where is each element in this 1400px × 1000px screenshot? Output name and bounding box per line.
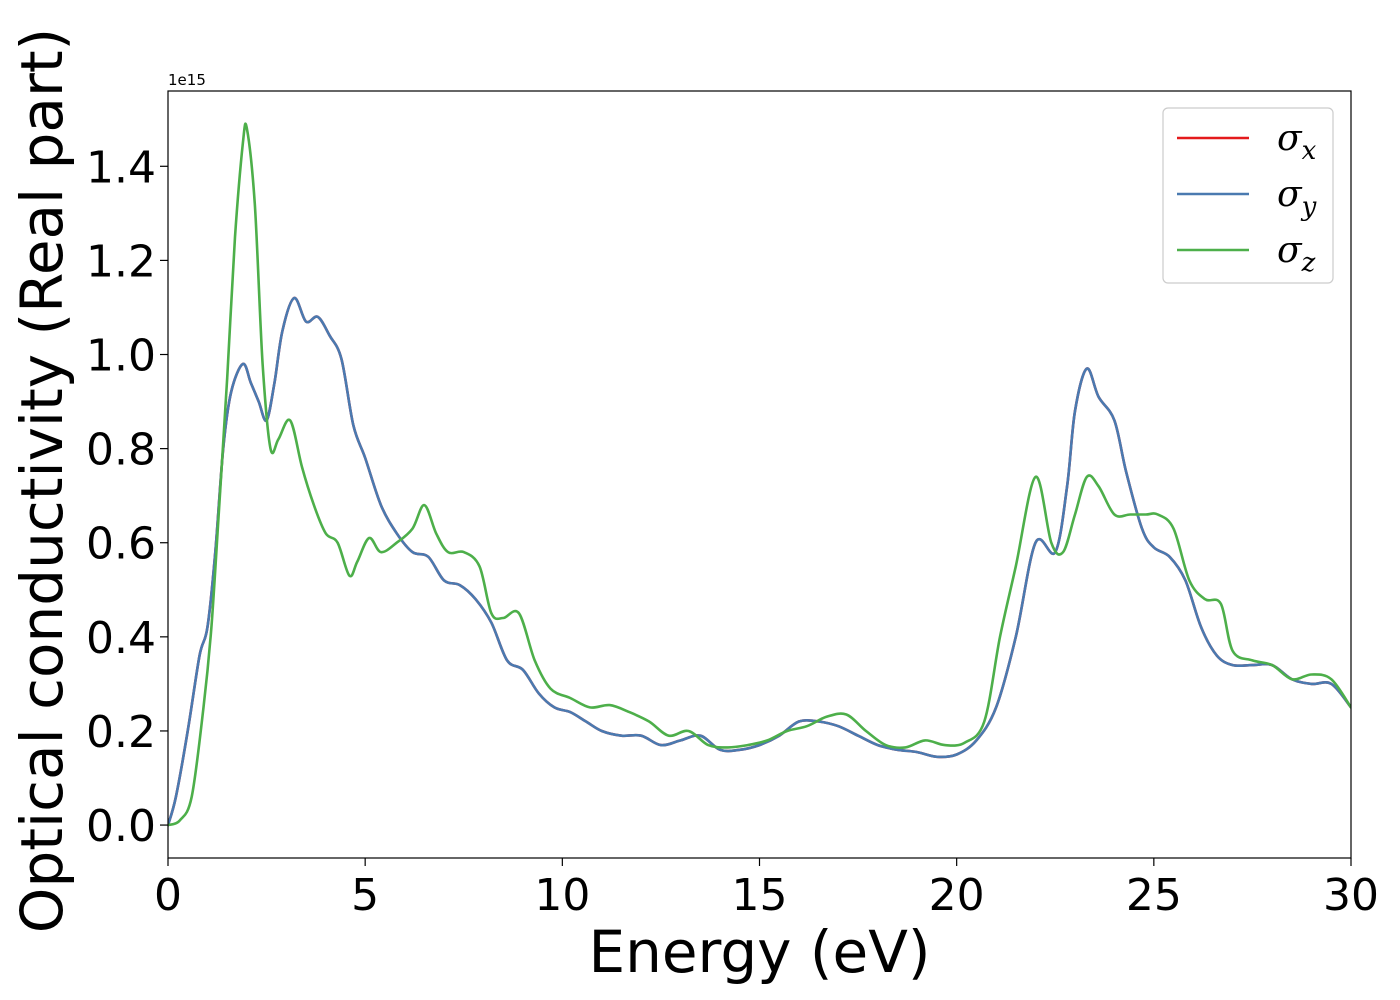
series-lines: [168, 122, 1351, 827]
y-tick-label: 1.2: [86, 236, 156, 287]
y-tick-label: 0.8: [86, 425, 156, 476]
y-tick-label: 1.4: [86, 142, 156, 193]
legend: σx σy σz: [1162, 107, 1334, 284]
y-tick-label: 0.4: [86, 613, 156, 664]
y-tick-label: 0.6: [86, 519, 156, 570]
legend-entry-z: σz: [1277, 230, 1316, 278]
series-line-y: [168, 296, 1351, 827]
x-tick-label: 0: [154, 870, 182, 921]
x-tick-label: 30: [1323, 870, 1379, 921]
y-axis: 0.0 0.2 0.4 0.6 0.8 1.0 1.2 1.4: [86, 142, 168, 852]
legend-entry-y: σy: [1277, 174, 1317, 222]
x-tick-label: 20: [929, 870, 985, 921]
x-tick-label: 15: [732, 870, 788, 921]
x-axis: 0 5 10 15 20 25 30: [154, 858, 1379, 921]
y-axis-label: Optical conductivity (Real part): [8, 28, 76, 933]
y-tick-label: 0.2: [86, 707, 156, 758]
y-tick-label: 0.0: [86, 801, 156, 852]
series-line-z: [168, 122, 1351, 827]
x-tick-label: 10: [534, 870, 590, 921]
y-tick-label: 1.0: [86, 331, 156, 382]
legend-entry-x: σx: [1277, 118, 1317, 166]
x-tick-label: 25: [1126, 870, 1182, 921]
legend-frame: [1162, 107, 1334, 284]
y-axis-offset-label: 1e15: [168, 71, 206, 89]
x-axis-label: Energy (eV): [588, 918, 930, 986]
x-tick-label: 5: [351, 870, 379, 921]
